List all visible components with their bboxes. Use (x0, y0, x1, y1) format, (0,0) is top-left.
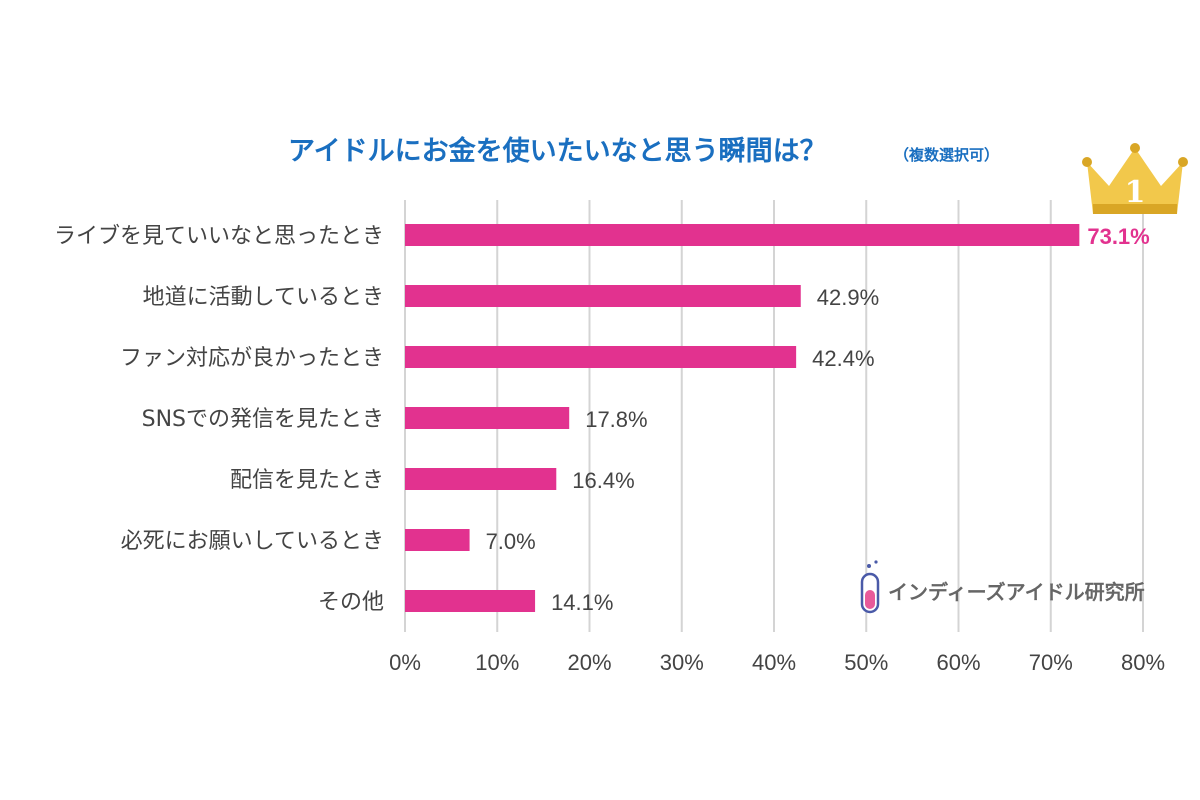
bar (405, 346, 797, 368)
category-label: 配信を見たとき (230, 468, 384, 493)
x-tick-label: 80% (1121, 650, 1165, 675)
value-label: 16.4% (572, 468, 634, 493)
bar (405, 529, 470, 551)
x-tick-label: 20% (567, 650, 611, 675)
x-axis-tick-labels: 0% 10% 20% 30% 40% 50% 60% 70% 80% (389, 650, 1165, 675)
category-label: その他 (318, 590, 384, 615)
category-label: 必死にお願いしているとき (121, 529, 384, 554)
watermark: インディーズアイドル研究所 (860, 560, 1145, 614)
x-tick-label: 40% (752, 650, 796, 675)
x-tick-label: 60% (936, 650, 980, 675)
test-tube-icon (860, 560, 880, 614)
x-tick-label: 70% (1029, 650, 1073, 675)
category-label: SNSでの発信を見たとき (142, 407, 384, 432)
bar (405, 285, 801, 307)
value-label: 17.8% (585, 407, 647, 432)
grid-lines (404, 200, 1144, 632)
chart-title: アイドルにお金を使いたいなと思う瞬間は？ (288, 135, 827, 167)
category-label: ファン対応が良かったとき (120, 346, 384, 371)
value-label: 42.4% (812, 346, 874, 371)
rank-badge-number: 1 (1125, 175, 1146, 210)
x-tick-label: 10% (475, 650, 519, 675)
x-tick-label: 0% (389, 650, 421, 675)
x-tick-label: 30% (660, 650, 704, 675)
watermark-text: インディーズアイドル研究所 (888, 580, 1145, 604)
category-label: ライブを見ていいなと思ったとき (54, 224, 384, 249)
value-label: 73.1% (1087, 224, 1149, 249)
bar (405, 224, 1080, 246)
value-label: 7.0% (486, 529, 536, 554)
category-label: 地道に活動しているとき (143, 285, 384, 310)
bar (405, 468, 557, 490)
value-labels: 73.1% 42.9% 42.4% 17.8% 16.4% 7.0% 14.1% (486, 224, 1150, 615)
x-tick-label: 50% (844, 650, 888, 675)
value-label: 14.1% (551, 590, 613, 615)
bars (405, 224, 1080, 612)
bar (405, 590, 536, 612)
chart-subtitle: （複数選択可） (894, 146, 999, 164)
crown-icon: 1 (1082, 143, 1188, 214)
bar (405, 407, 570, 429)
value-label: 42.9% (817, 285, 879, 310)
